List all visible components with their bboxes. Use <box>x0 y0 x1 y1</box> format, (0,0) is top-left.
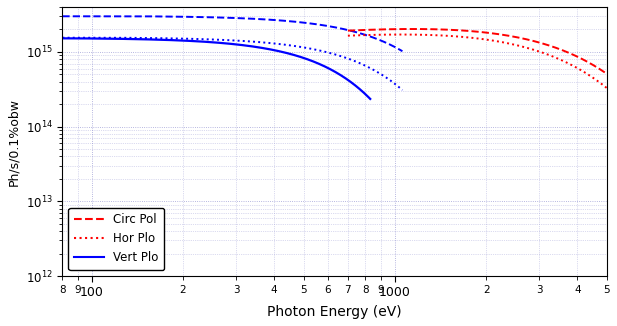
Y-axis label: Ph/s/0.1%obw: Ph/s/0.1%obw <box>7 97 20 185</box>
X-axis label: Photon Energy (eV): Photon Energy (eV) <box>267 305 402 319</box>
Legend: Circ Pol, Hor Plo, Vert Plo: Circ Pol, Hor Plo, Vert Plo <box>68 208 164 270</box>
